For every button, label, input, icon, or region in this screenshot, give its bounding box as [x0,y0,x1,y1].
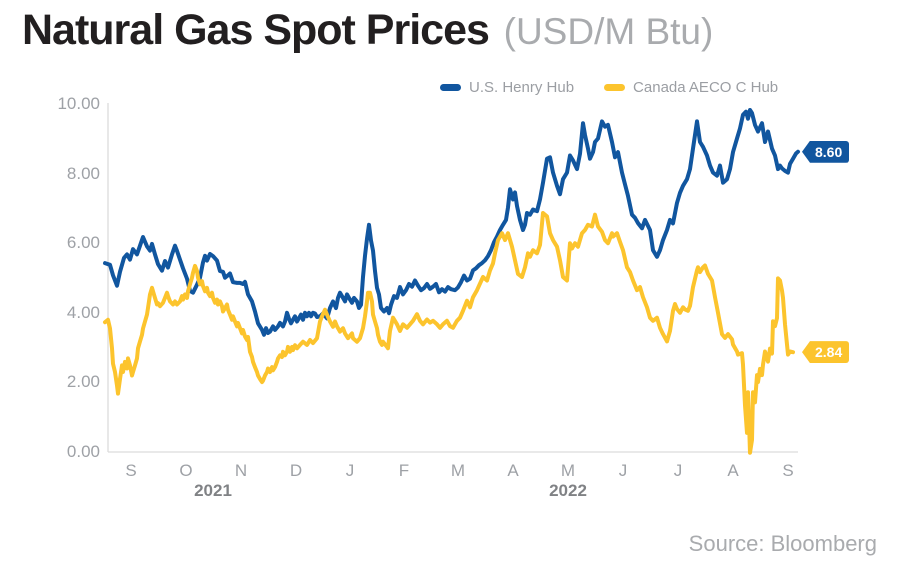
henry-hub-swatch [440,84,461,91]
chart-header: Natural Gas Spot Prices (USD/M Btu) [22,6,713,55]
y-tick-label: 6.00 [66,233,100,253]
y-tick-label: 10.00 [57,94,100,113]
year-label: 2022 [549,481,587,500]
series-line-henry-hub [103,108,800,337]
legend-item-henry-hub: U.S. Henry Hub [440,79,574,96]
legend: U.S. Henry Hub Canada AECO C Hub [440,79,778,96]
aeco-swatch [604,84,626,91]
x-tick-label: S [125,461,137,480]
x-tick-label: N [234,461,248,480]
legend-label-henry-hub: U.S. Henry Hub [469,79,575,96]
x-tick-label: A [727,461,739,480]
legend-label-aeco: Canada AECO C Hub [633,79,779,96]
source-attribution: Source: Bloomberg [688,531,877,556]
x-tick-label: F [398,461,410,480]
x-tick-label: A [507,461,519,480]
y-tick-label: 8.00 [66,163,100,183]
x-tick-label: M [450,461,466,480]
y-tick-label: 2.00 [66,372,100,392]
x-tick-label: D [289,461,303,480]
legend-item-aeco: Canada AECO C Hub [604,79,778,96]
henry-hub-end-badge: 8.60 [802,140,850,163]
page-title: Natural Gas Spot Prices [22,6,490,54]
x-tick-label: J [345,461,355,480]
page-subtitle: (USD/M Btu) [493,11,714,52]
aeco-end-badge: 2.84 [802,341,850,364]
series-line-aeco [103,211,795,455]
x-tick-label: O [179,461,193,480]
y-tick-label: 0.00 [66,442,100,461]
x-tick-label: J [673,461,683,480]
y-tick-label: 4.00 [66,302,100,322]
x-tick-label: S [782,461,794,480]
year-label: 2021 [194,481,232,500]
x-tick-label: J [618,461,628,480]
aeco-end-value: 2.84 [815,344,843,361]
x-tick-label: M [560,461,576,480]
henry-hub-end-value: 8.60 [815,143,843,160]
unit-label: (USD/M Btu) [503,11,714,52]
